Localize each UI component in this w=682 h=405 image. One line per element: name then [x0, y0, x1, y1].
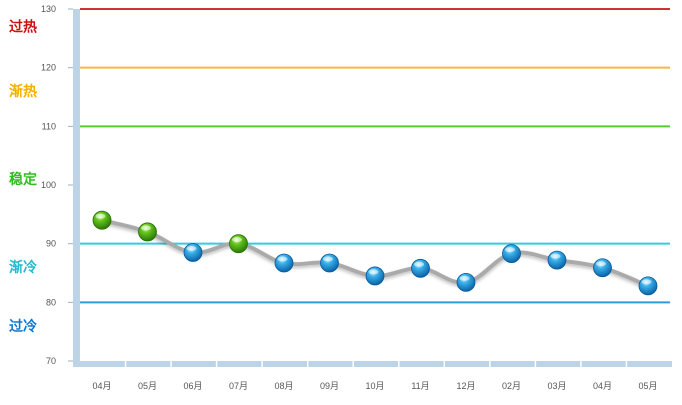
x-tick-label: 11月 — [411, 381, 429, 391]
threshold-lines — [80, 8, 670, 304]
y-axis: 70 80 90 100 110 120 130 — [41, 4, 80, 366]
data-point-highlight — [550, 253, 561, 259]
x-tick-label: 07月 — [229, 381, 248, 391]
y-tick-label: 130 — [41, 4, 56, 14]
x-tick-label: 12月 — [456, 381, 475, 391]
x-tick-label: 08月 — [274, 381, 293, 391]
data-point-highlight — [596, 261, 606, 267]
y-tick-label: 90 — [46, 239, 56, 249]
y-tick-label: 80 — [46, 297, 56, 307]
series — [92, 210, 658, 296]
zone-label: 稳定 — [9, 171, 37, 188]
x-axis: 04月 05月 06月 07月 08月 09月 10月 11月 12月 02月 03月 04月 05月 — [73, 361, 672, 391]
x-tick-label: 03月 — [547, 381, 566, 391]
zone-label: 过冷 — [9, 318, 37, 335]
data-point-highlight — [95, 213, 106, 219]
data-point-highlight — [414, 261, 424, 267]
zone-label: 渐冷 — [9, 259, 37, 276]
data-point-highlight — [141, 225, 151, 231]
data-point-highlight — [641, 279, 652, 285]
x-tick-label: 05月 — [638, 381, 657, 391]
x-tick-label: 06月 — [183, 381, 202, 391]
x-tick-label: 04月 — [92, 381, 111, 391]
y-tick-label: 110 — [42, 121, 56, 131]
data-point-highlight — [505, 247, 515, 253]
x-tick-label: 09月 — [320, 381, 339, 391]
y-tick-label: 100 — [41, 180, 56, 190]
x-tick-label: 04月 — [593, 381, 612, 391]
data-point-highlight — [323, 256, 333, 262]
zone-label: 渐热 — [9, 83, 37, 100]
y-tick-label: 70 — [46, 356, 56, 366]
y-tick-label: 120 — [41, 63, 56, 73]
data-point-highlight — [277, 256, 288, 262]
zone-label: 过热 — [9, 19, 37, 36]
x-axis-bar — [73, 361, 672, 367]
x-tick-label: 02月 — [502, 381, 521, 391]
y-axis-bar — [73, 9, 80, 365]
data-point-highlight — [186, 245, 197, 251]
x-tick-label: 05月 — [138, 381, 157, 391]
x-tick-label: 10月 — [365, 381, 384, 391]
data-point-highlight — [232, 237, 242, 243]
data-point-highlight — [459, 275, 470, 281]
data-point-highlight — [368, 269, 379, 275]
